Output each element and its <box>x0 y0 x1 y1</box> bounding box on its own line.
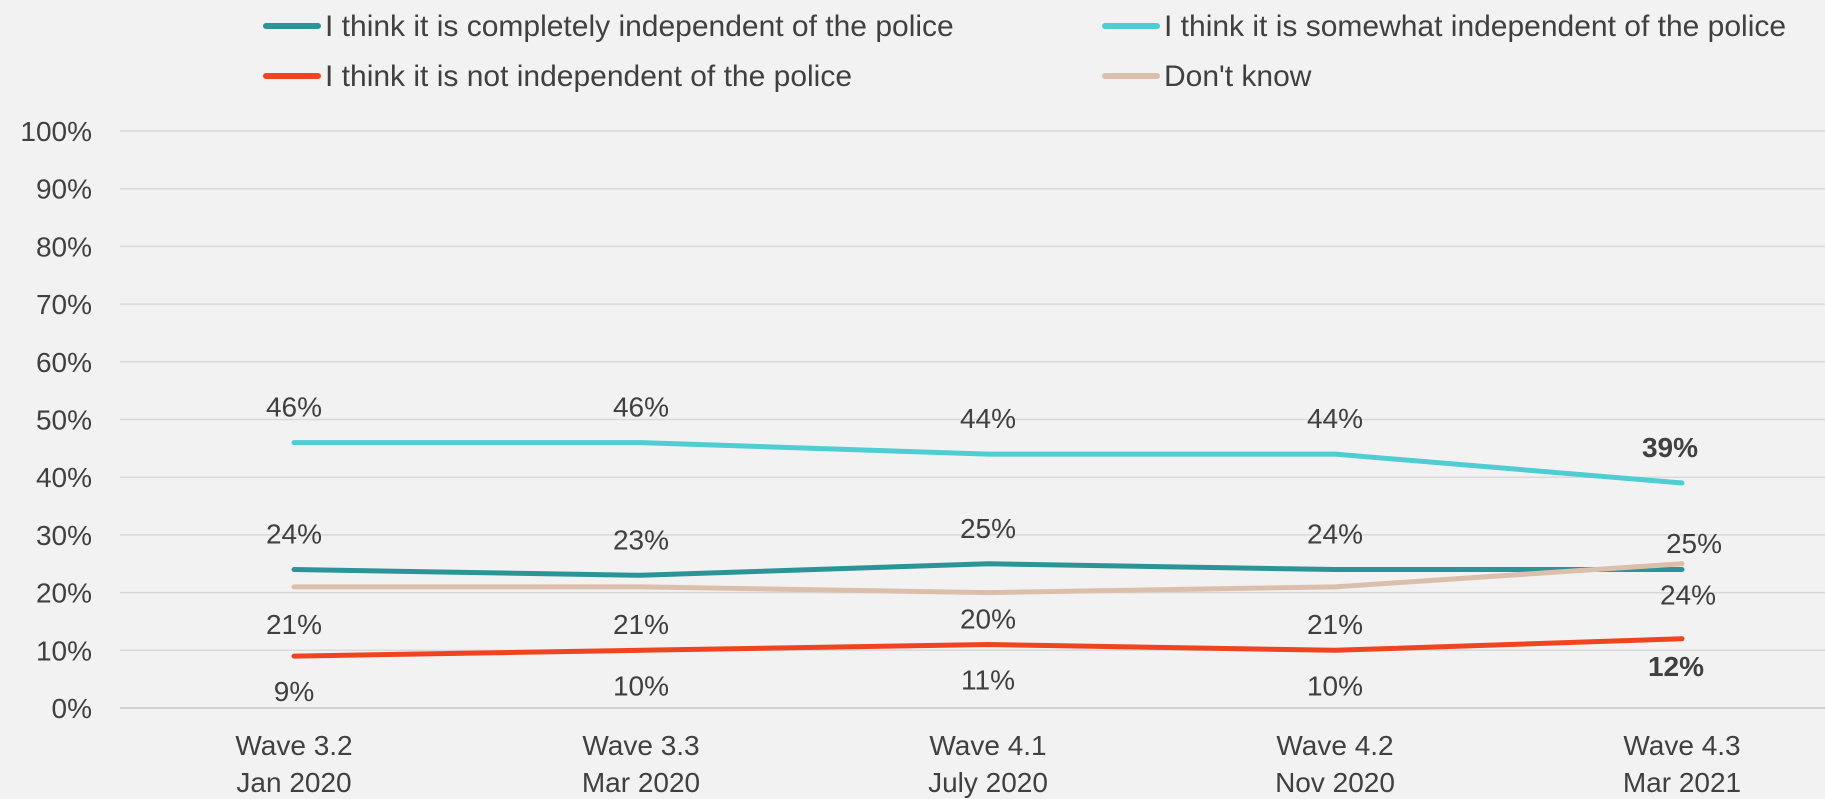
legend: I think it is completely independent of … <box>263 10 1786 93</box>
data-label: 10% <box>613 670 669 701</box>
data-label: 25% <box>960 513 1016 544</box>
x-tick-label: Nov 2020 <box>1275 767 1395 798</box>
y-tick-label: 100% <box>20 116 92 147</box>
x-tick-label: July 2020 <box>928 767 1048 798</box>
data-label: 44% <box>960 403 1016 434</box>
legend-item: I think it is not independent of the pol… <box>263 60 852 93</box>
data-label: 44% <box>1307 403 1363 434</box>
data-label: 46% <box>266 392 322 423</box>
series-line <box>291 636 1685 659</box>
legend-item: I think it is somewhat independent of th… <box>1102 10 1786 43</box>
data-label: 9% <box>274 676 314 707</box>
y-tick-label: 80% <box>36 231 92 262</box>
y-tick-label: 40% <box>36 462 92 493</box>
series-line <box>291 440 1685 486</box>
data-label: 10% <box>1307 670 1363 701</box>
data-label: 24% <box>1660 580 1716 611</box>
y-tick-label: 70% <box>36 289 92 320</box>
y-tick-label: 0% <box>52 693 92 724</box>
data-label: 46% <box>613 392 669 423</box>
data-label: 24% <box>1307 519 1363 550</box>
y-tick-label: 30% <box>36 520 92 551</box>
legend-label: I think it is completely independent of … <box>325 10 954 43</box>
y-tick-label: 50% <box>36 405 92 436</box>
data-label: 21% <box>613 609 669 640</box>
data-label: 21% <box>266 609 322 640</box>
series-line <box>291 561 1685 596</box>
data-label: 20% <box>960 604 1016 635</box>
legend-label: I think it is not independent of the pol… <box>325 60 852 93</box>
data-label: 12% <box>1648 651 1704 682</box>
data-label: 11% <box>961 665 1015 696</box>
data-label: 24% <box>266 519 322 550</box>
x-tick-label: Jan 2020 <box>236 767 351 798</box>
gridlines <box>120 130 1825 709</box>
legend-label: I think it is somewhat independent of th… <box>1164 10 1786 43</box>
data-label: 39% <box>1642 432 1698 463</box>
x-tick-label: Mar 2021 <box>1623 767 1741 798</box>
x-tick-label: Wave 3.2 <box>235 730 352 761</box>
x-tick-label: Wave 4.2 <box>1276 730 1393 761</box>
data-label: 23% <box>613 524 669 555</box>
series-line <box>291 561 1685 578</box>
x-tick-label: Mar 2020 <box>582 767 700 798</box>
y-tick-label: 60% <box>36 347 92 378</box>
data-labels: 24% 23% 25% 24% 24% 46% 46% 44% 44% 39% 9% 10% 11% 10… <box>266 392 1722 707</box>
y-tick-label: 20% <box>36 578 92 609</box>
data-label: 25% <box>1666 528 1722 559</box>
legend-item: Don't know <box>1102 60 1312 93</box>
x-tick-label: Wave 3.3 <box>582 730 699 761</box>
legend-item: I think it is completely independent of … <box>263 10 954 43</box>
y-tick-label: 90% <box>36 174 92 205</box>
x-axis-ticks: Wave 3.2 Jan 2020 Wave 3.3 Mar 2020 Wave 4.1… <box>235 730 1741 798</box>
legend-label: Don't know <box>1164 60 1312 93</box>
y-axis-ticks: 0% 10% 20% 30% 40% 50% 60% 70% 80% 90% 100% <box>20 116 92 724</box>
x-tick-label: Wave 4.3 <box>1623 730 1740 761</box>
y-tick-label: 10% <box>36 635 92 666</box>
series-lines <box>291 440 1685 659</box>
data-label: 21% <box>1307 609 1363 640</box>
x-tick-label: Wave 4.1 <box>929 730 1046 761</box>
